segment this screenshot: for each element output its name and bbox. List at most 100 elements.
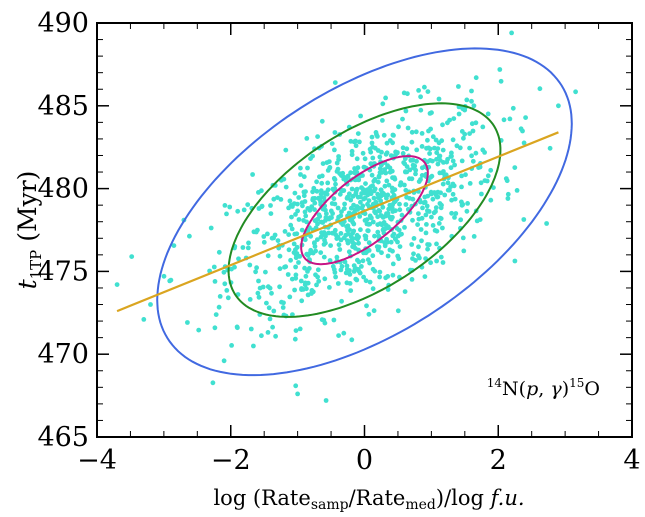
data-point — [411, 251, 416, 257]
data-point — [422, 274, 428, 279]
data-point — [366, 240, 372, 246]
data-point — [347, 191, 352, 197]
data-point — [437, 215, 443, 221]
data-point — [331, 317, 337, 323]
data-point — [424, 203, 430, 209]
data-point — [397, 201, 402, 207]
data-point — [320, 161, 326, 167]
data-point — [462, 107, 468, 113]
data-point — [217, 294, 223, 299]
data-point — [365, 228, 371, 234]
data-point — [480, 124, 486, 130]
data-point — [227, 204, 233, 210]
data-point — [418, 177, 423, 182]
data-point — [314, 217, 320, 222]
data-point — [141, 317, 147, 322]
data-point — [345, 231, 351, 237]
data-point — [268, 211, 274, 217]
data-point — [544, 221, 549, 226]
data-point — [298, 165, 303, 171]
data-point — [334, 169, 340, 174]
data-point — [439, 202, 444, 208]
y-tick-label: 470 — [37, 339, 89, 370]
data-point — [470, 128, 476, 134]
data-point — [354, 277, 360, 283]
data-point — [392, 175, 397, 181]
data-point — [471, 234, 477, 239]
data-point — [407, 167, 413, 173]
data-point — [430, 158, 435, 164]
data-point — [296, 260, 301, 265]
data-point — [350, 239, 355, 245]
data-point — [129, 254, 135, 259]
data-point — [373, 210, 378, 216]
data-point — [459, 173, 464, 179]
data-point — [426, 242, 432, 248]
data-point — [319, 118, 325, 124]
data-point — [423, 212, 429, 218]
data-point — [384, 140, 390, 146]
data-point — [386, 182, 392, 188]
data-point — [402, 182, 407, 188]
data-point — [360, 258, 366, 264]
data-point — [338, 231, 344, 236]
data-point — [361, 274, 366, 280]
y-tick-label: 485 — [37, 91, 89, 122]
data-point — [407, 176, 412, 182]
data-point — [359, 191, 364, 196]
data-point — [289, 214, 294, 220]
data-point — [254, 265, 259, 271]
data-point — [387, 202, 393, 208]
data-point — [114, 282, 120, 287]
data-point — [285, 272, 291, 277]
data-point — [440, 122, 445, 128]
data-point — [322, 237, 327, 243]
data-point — [464, 208, 470, 214]
data-point — [332, 130, 338, 135]
data-point — [440, 225, 445, 231]
data-point — [210, 380, 216, 386]
data-point — [370, 155, 376, 161]
data-point — [255, 290, 261, 296]
data-point — [315, 221, 320, 227]
data-point — [473, 120, 479, 126]
data-point — [390, 261, 396, 267]
data-point — [381, 132, 387, 138]
data-point — [328, 243, 333, 249]
data-point — [263, 269, 268, 275]
data-point — [449, 210, 454, 216]
data-point — [416, 244, 421, 250]
data-point — [339, 264, 345, 269]
data-point — [473, 75, 479, 81]
data-point — [435, 161, 441, 167]
data-point — [270, 324, 275, 330]
data-point — [317, 174, 322, 180]
data-point — [241, 207, 247, 213]
data-point — [425, 193, 431, 199]
data-point — [437, 153, 443, 159]
data-point — [305, 292, 311, 298]
plot-frame — [96, 22, 633, 438]
data-point — [395, 253, 401, 259]
data-point — [240, 245, 246, 250]
data-point — [347, 268, 352, 273]
data-point — [362, 156, 368, 162]
data-point — [419, 238, 424, 244]
data-point — [369, 134, 375, 140]
data-point — [478, 180, 484, 186]
data-point — [430, 134, 436, 140]
data-point — [312, 200, 318, 206]
data-point — [289, 226, 295, 232]
data-point — [287, 294, 293, 300]
data-point — [425, 159, 430, 165]
confidence-ellipse-3 — [156, 47, 573, 377]
data-point — [293, 264, 298, 270]
data-point — [293, 328, 299, 333]
data-point — [377, 269, 383, 275]
data-point — [236, 256, 241, 262]
data-point — [409, 242, 415, 247]
data-point — [403, 202, 409, 207]
data-point — [366, 222, 372, 227]
data-point — [342, 201, 347, 207]
data-point — [459, 129, 465, 134]
